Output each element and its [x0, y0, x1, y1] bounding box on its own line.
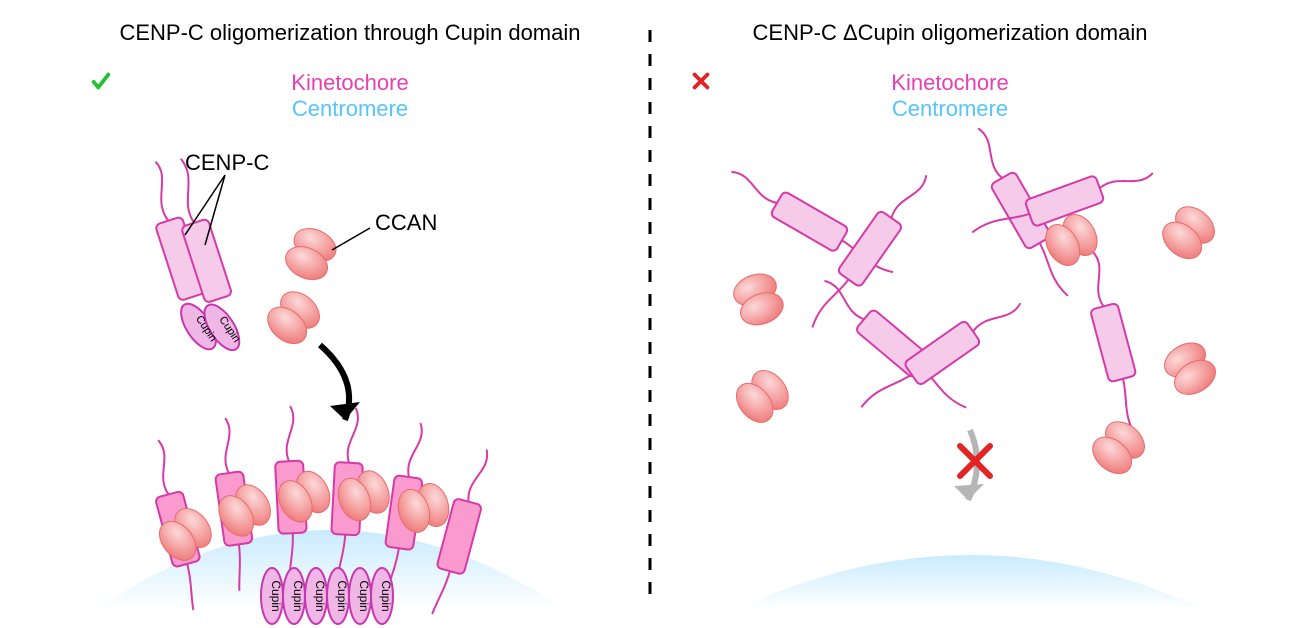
svg-text:Cupin: Cupin — [269, 580, 283, 611]
free-ccan-1 — [280, 222, 341, 286]
svg-text:Cupin: Cupin — [313, 580, 327, 611]
leader-ccan — [332, 228, 370, 250]
cenpc-label: CENP-C — [185, 150, 269, 175]
svg-text:Cupin: Cupin — [379, 580, 393, 611]
svg-text:Cupin: Cupin — [335, 580, 349, 611]
ccan-label: CCAN — [375, 210, 437, 235]
free-ccan-2 — [261, 284, 327, 351]
svg-text:Cupin: Cupin — [357, 580, 371, 611]
scattered-components — [722, 123, 1221, 481]
svg-text:Cupin: Cupin — [291, 580, 305, 611]
leader-cenpc — [205, 175, 225, 245]
free-cenpc-dimer: Cupin Cupin — [129, 152, 250, 367]
diagram-svg: Cupin Cupin Cupin Cupin Cupin Cupin Cupin Cup… — [0, 0, 1300, 628]
centromere-arc-right — [735, 555, 1205, 610]
